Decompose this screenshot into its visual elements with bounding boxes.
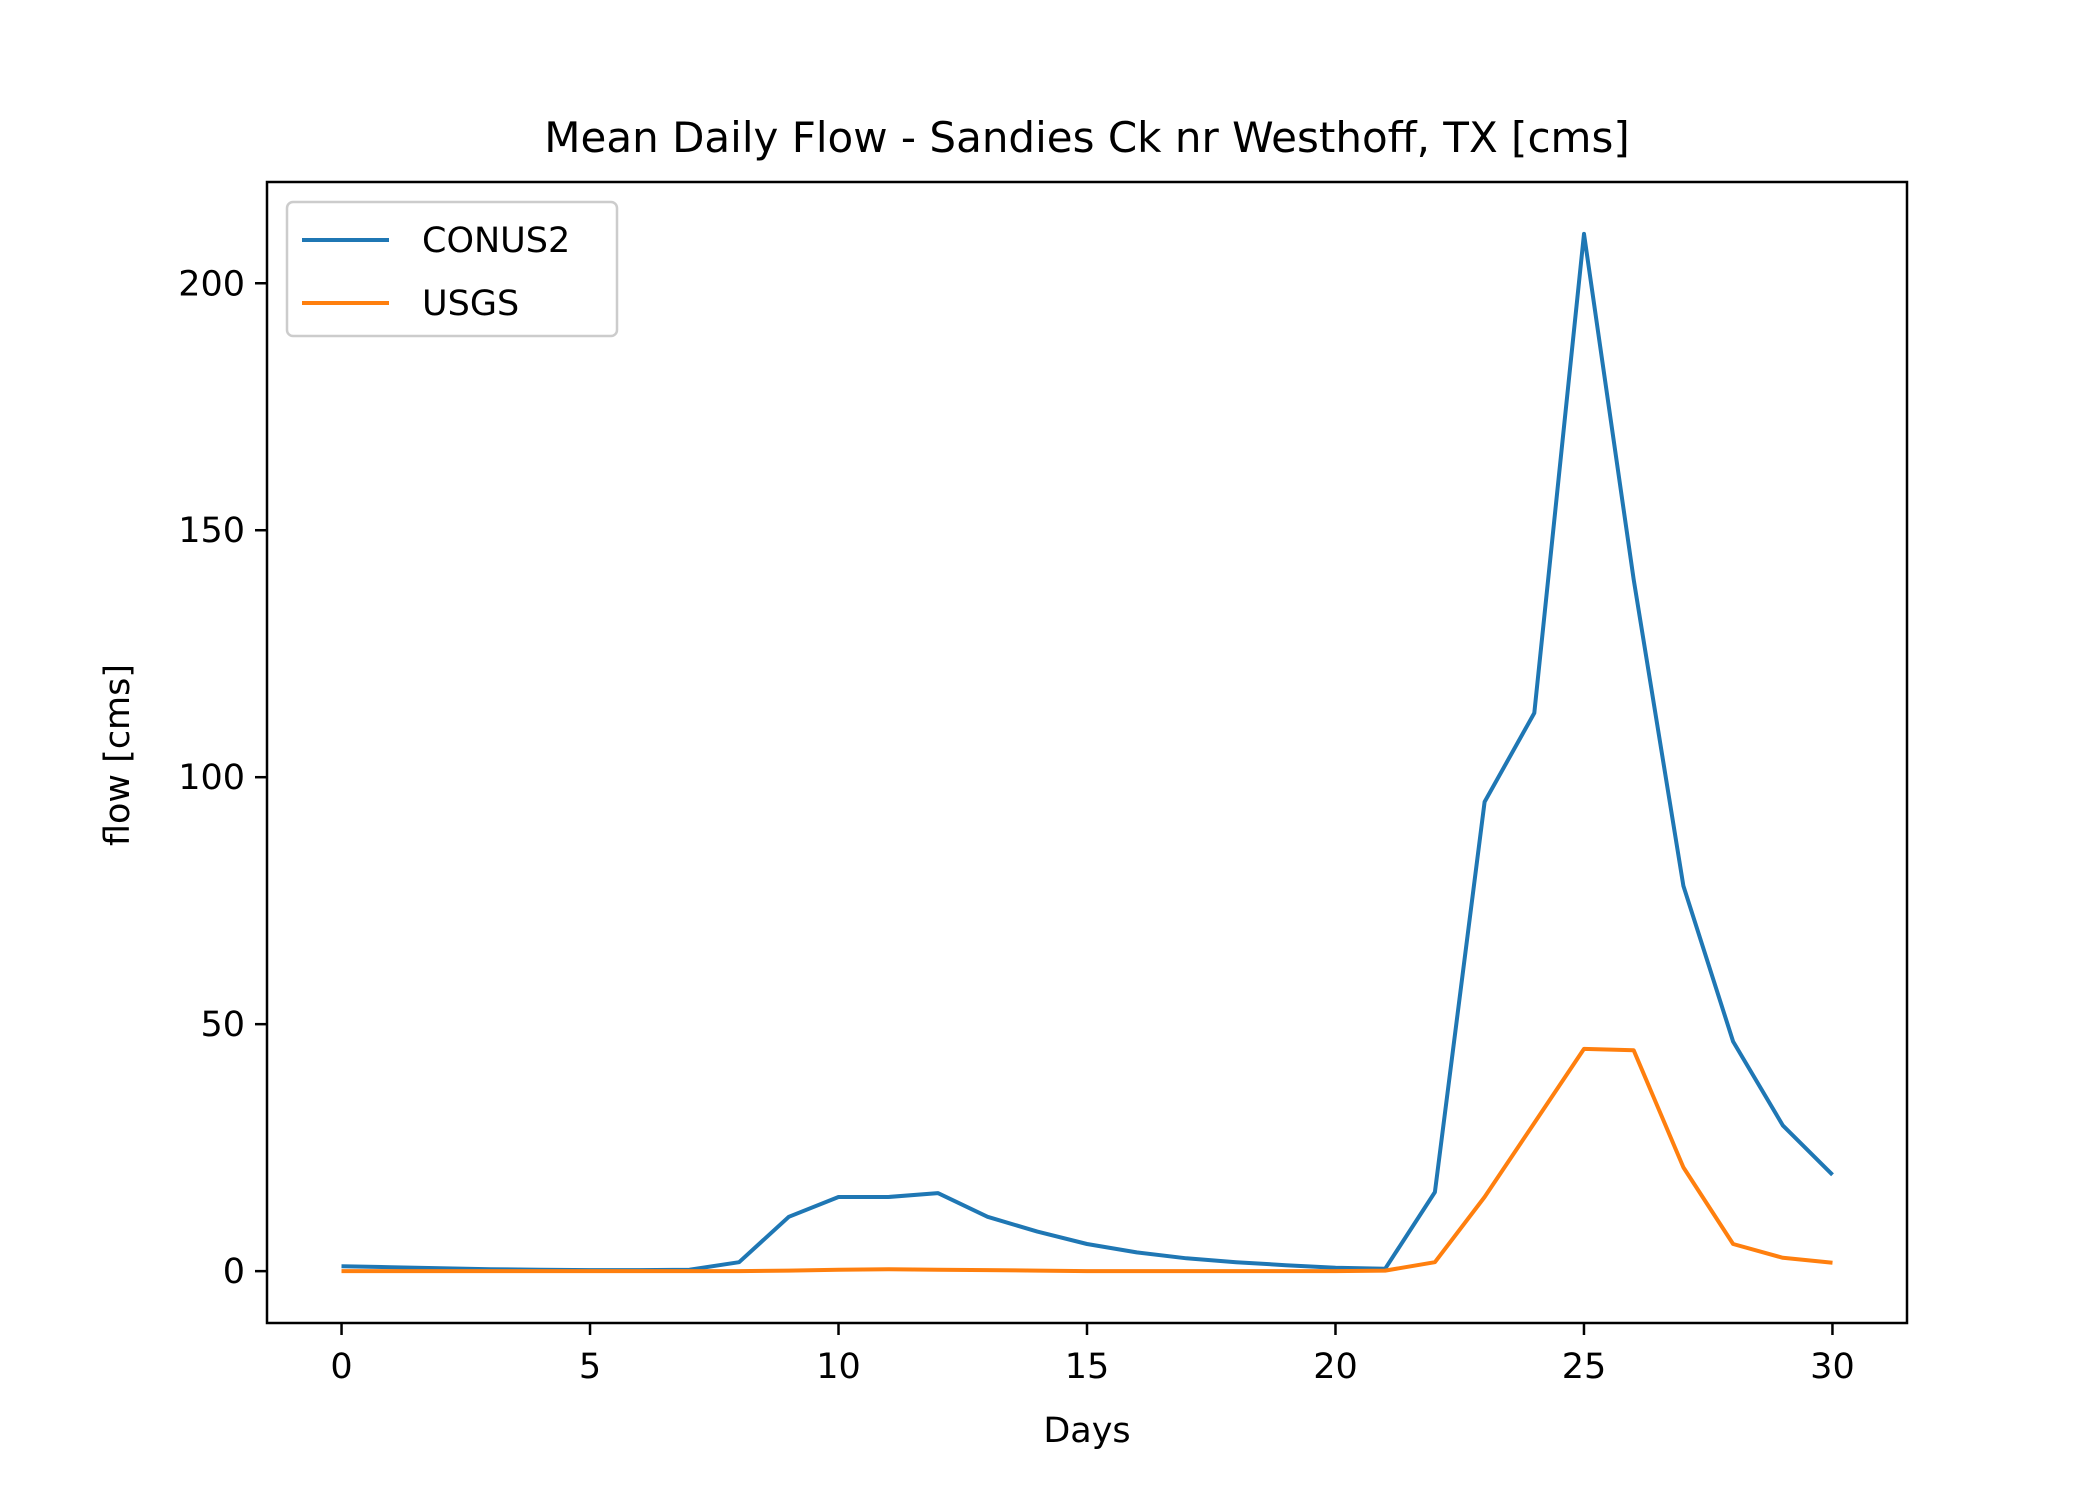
legend-label-usgs: USGS xyxy=(422,284,519,324)
y-tick-label: 0 xyxy=(223,1252,245,1292)
y-tick-label: 200 xyxy=(178,264,245,304)
chart-title: Mean Daily Flow - Sandies Ck nr Westhoff… xyxy=(544,113,1629,162)
axes: 0 5 10 15 20 25 30 0 50 100 150 200 xyxy=(178,180,1909,1387)
x-tick-label: 30 xyxy=(1810,1347,1855,1387)
x-tick-label: 25 xyxy=(1562,1347,1607,1387)
legend-label-conus2: CONUS2 xyxy=(422,221,570,261)
legend: CONUS2 USGS xyxy=(285,200,619,338)
series-line-conus2 xyxy=(341,231,1834,1273)
x-tick-label: 0 xyxy=(330,1347,352,1387)
series-line-usgs xyxy=(341,1046,1833,1274)
x-tick-label: 20 xyxy=(1313,1347,1358,1387)
y-tick-label: 150 xyxy=(178,511,245,551)
x-tick-label: 15 xyxy=(1065,1347,1110,1387)
y-tick-label: 50 xyxy=(200,1005,245,1045)
y-tick-label: 100 xyxy=(178,758,245,798)
plot-area xyxy=(341,231,1834,1274)
x-tick-label: 10 xyxy=(816,1347,861,1387)
y-axis-label: flow [cms] xyxy=(98,664,138,846)
x-tick-label: 5 xyxy=(579,1347,601,1387)
x-axis-label: Days xyxy=(1043,1411,1130,1451)
